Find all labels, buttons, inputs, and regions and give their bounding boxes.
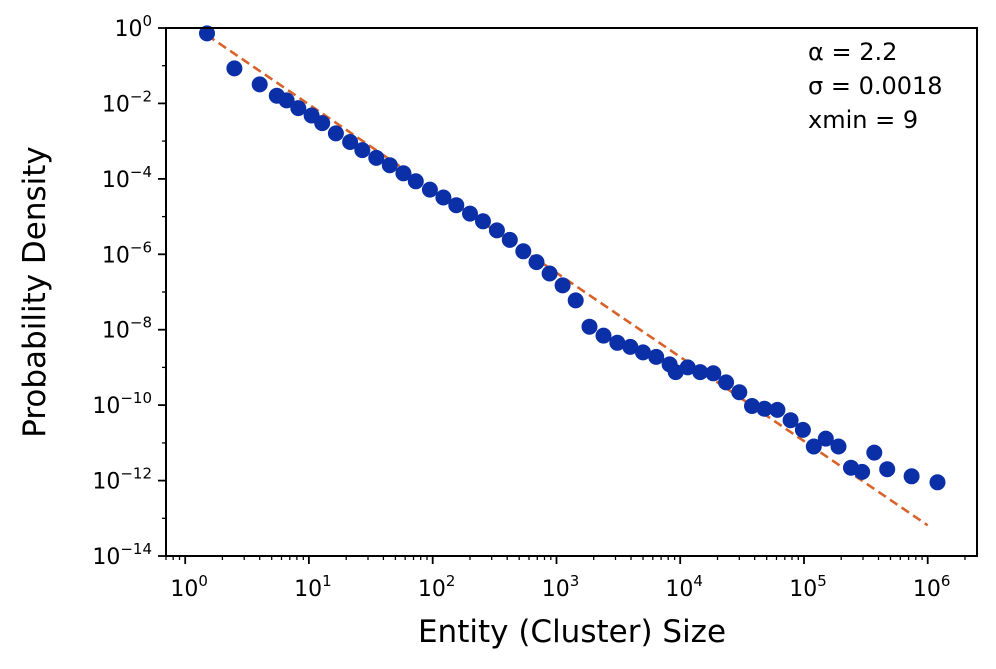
data-point xyxy=(226,60,243,77)
data-point xyxy=(368,149,385,166)
data-point xyxy=(782,412,799,429)
y-axis-title: Probability Density xyxy=(17,146,53,438)
data-point xyxy=(705,365,722,382)
x-tick-label: 104 xyxy=(665,572,703,602)
data-point xyxy=(692,364,709,381)
y-axis-ticks: 100 10−2 10−4 10−6 10−8 10−10 10−12 10−14 xyxy=(92,12,166,570)
data-point xyxy=(731,384,748,401)
y-tick-label: 10−12 xyxy=(92,465,152,495)
data-point xyxy=(448,197,465,214)
x-tick-label: 105 xyxy=(789,572,827,602)
x-axis-ticks: 100 101 102 103 104 105 106 xyxy=(165,556,966,602)
data-point xyxy=(679,359,696,376)
data-point xyxy=(554,277,571,294)
data-point xyxy=(595,327,612,344)
data-point xyxy=(830,438,847,455)
y-tick-label: 100 xyxy=(114,12,152,42)
data-point xyxy=(866,444,883,461)
annotation-alpha: α = 2.2 xyxy=(808,38,897,66)
data-point xyxy=(421,181,438,198)
data-point xyxy=(854,463,871,480)
data-point xyxy=(342,134,359,150)
data-point xyxy=(199,25,215,42)
x-axis-title: Entity (Cluster) Size xyxy=(418,614,726,650)
data-point xyxy=(501,231,518,248)
x-tick-label: 106 xyxy=(913,572,951,602)
data-point xyxy=(622,338,639,355)
data-point xyxy=(667,364,684,381)
data-point xyxy=(609,334,626,351)
data-point xyxy=(567,292,584,309)
data-point xyxy=(528,254,545,271)
x-tick-label: 102 xyxy=(418,572,456,602)
x-tick-label: 103 xyxy=(542,572,580,602)
data-point xyxy=(805,438,822,455)
y-tick-label: 10−4 xyxy=(102,163,152,193)
y-tick-label: 10−14 xyxy=(92,540,152,570)
data-point xyxy=(395,165,412,182)
y-tick-label: 10−6 xyxy=(102,238,152,268)
data-point xyxy=(327,125,344,142)
data-point xyxy=(290,100,307,117)
data-point xyxy=(462,205,478,222)
data-point xyxy=(718,374,735,391)
annotation-xmin: xmin = 9 xyxy=(808,106,918,134)
data-point xyxy=(251,76,268,93)
y-tick-label: 10−10 xyxy=(92,389,152,419)
data-point xyxy=(581,318,598,335)
data-point xyxy=(475,213,491,230)
data-point xyxy=(929,474,946,491)
data-point xyxy=(381,157,398,174)
y-tick-label: 10−2 xyxy=(102,87,152,117)
data-point xyxy=(648,348,665,365)
data-point xyxy=(817,430,834,447)
data-point xyxy=(903,468,920,485)
data-point xyxy=(744,398,760,414)
y-tick-label: 10−8 xyxy=(102,314,152,344)
data-point xyxy=(879,461,896,478)
data-point xyxy=(407,173,424,190)
data-point xyxy=(635,344,651,361)
annotation-sigma: σ = 0.0018 xyxy=(808,72,943,100)
data-point xyxy=(354,142,371,159)
data-point xyxy=(314,115,331,132)
x-tick-label: 100 xyxy=(170,572,208,602)
data-point xyxy=(541,265,558,282)
data-point xyxy=(769,401,786,418)
scatter-points-layer xyxy=(199,25,946,491)
data-point xyxy=(488,222,505,239)
data-point xyxy=(435,189,452,206)
data-point xyxy=(794,421,811,438)
x-tick-label: 101 xyxy=(294,572,332,602)
data-point xyxy=(515,243,532,260)
data-point xyxy=(278,92,295,109)
data-point xyxy=(756,400,773,417)
